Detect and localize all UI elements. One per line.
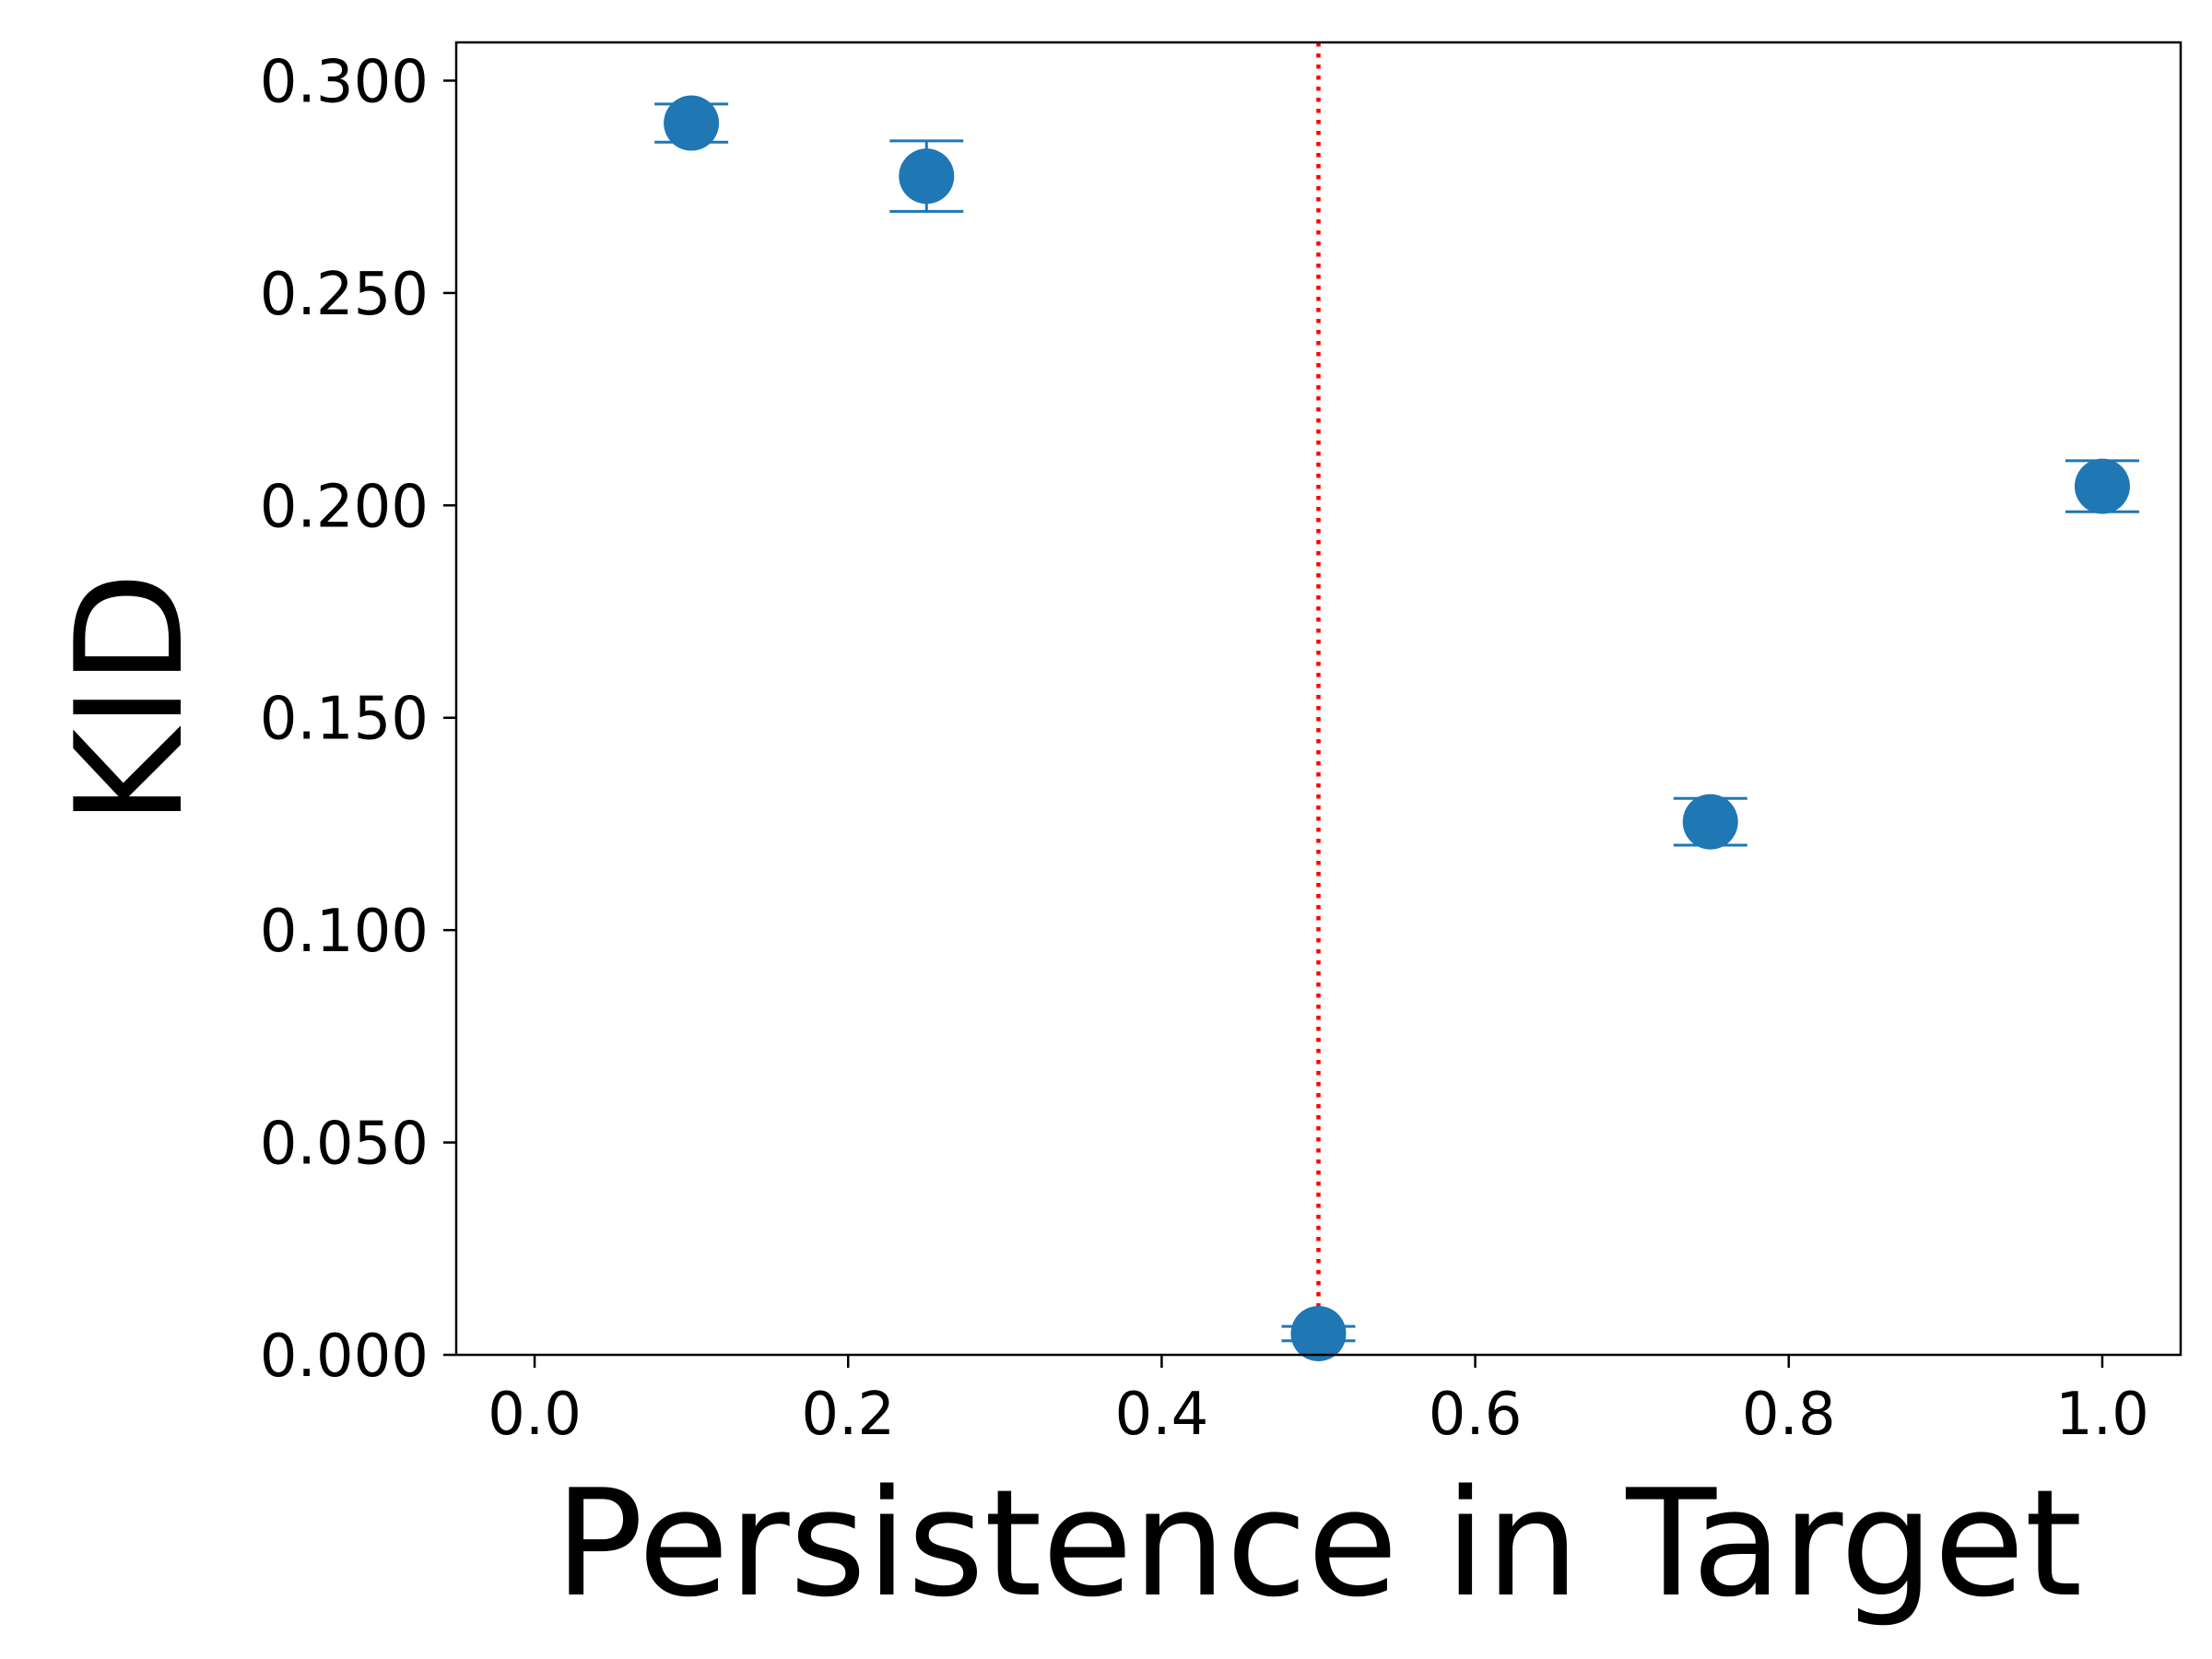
x-tick-label: 0.6 bbox=[1429, 1381, 1523, 1449]
data-point bbox=[899, 148, 955, 205]
data-point bbox=[2074, 458, 2130, 514]
axes-frame bbox=[454, 41, 2183, 1357]
plot-area bbox=[654, 42, 2139, 1361]
x-tick-label: 0.0 bbox=[488, 1381, 582, 1449]
x-tick-label: 0.8 bbox=[1742, 1381, 1836, 1449]
y-axis-ticks: 0.000 0.050 0.100 0.150 0.200 0.250 0.300 bbox=[260, 48, 456, 1391]
data-point bbox=[664, 95, 720, 151]
y-tick-label: 0.300 bbox=[260, 48, 429, 116]
data-point bbox=[1290, 1305, 1347, 1361]
x-axis-label: Persistence in Target bbox=[555, 1457, 2083, 1630]
y-tick-label: 0.200 bbox=[260, 473, 429, 541]
x-tick-label: 0.4 bbox=[1115, 1381, 1209, 1449]
y-tick-label: 0.000 bbox=[260, 1323, 429, 1391]
x-tick-label: 1.0 bbox=[2055, 1381, 2149, 1449]
y-axis-label: KID bbox=[43, 571, 216, 825]
y-tick-label: 0.100 bbox=[260, 898, 429, 966]
y-tick-label: 0.250 bbox=[260, 261, 429, 329]
data-point bbox=[1682, 794, 1738, 850]
x-axis-ticks: 0.0 0.2 0.4 0.6 0.8 1.0 bbox=[488, 1355, 2149, 1449]
y-tick-label: 0.050 bbox=[260, 1111, 429, 1179]
x-tick-label: 0.2 bbox=[801, 1381, 895, 1449]
y-tick-label: 0.150 bbox=[260, 686, 429, 754]
